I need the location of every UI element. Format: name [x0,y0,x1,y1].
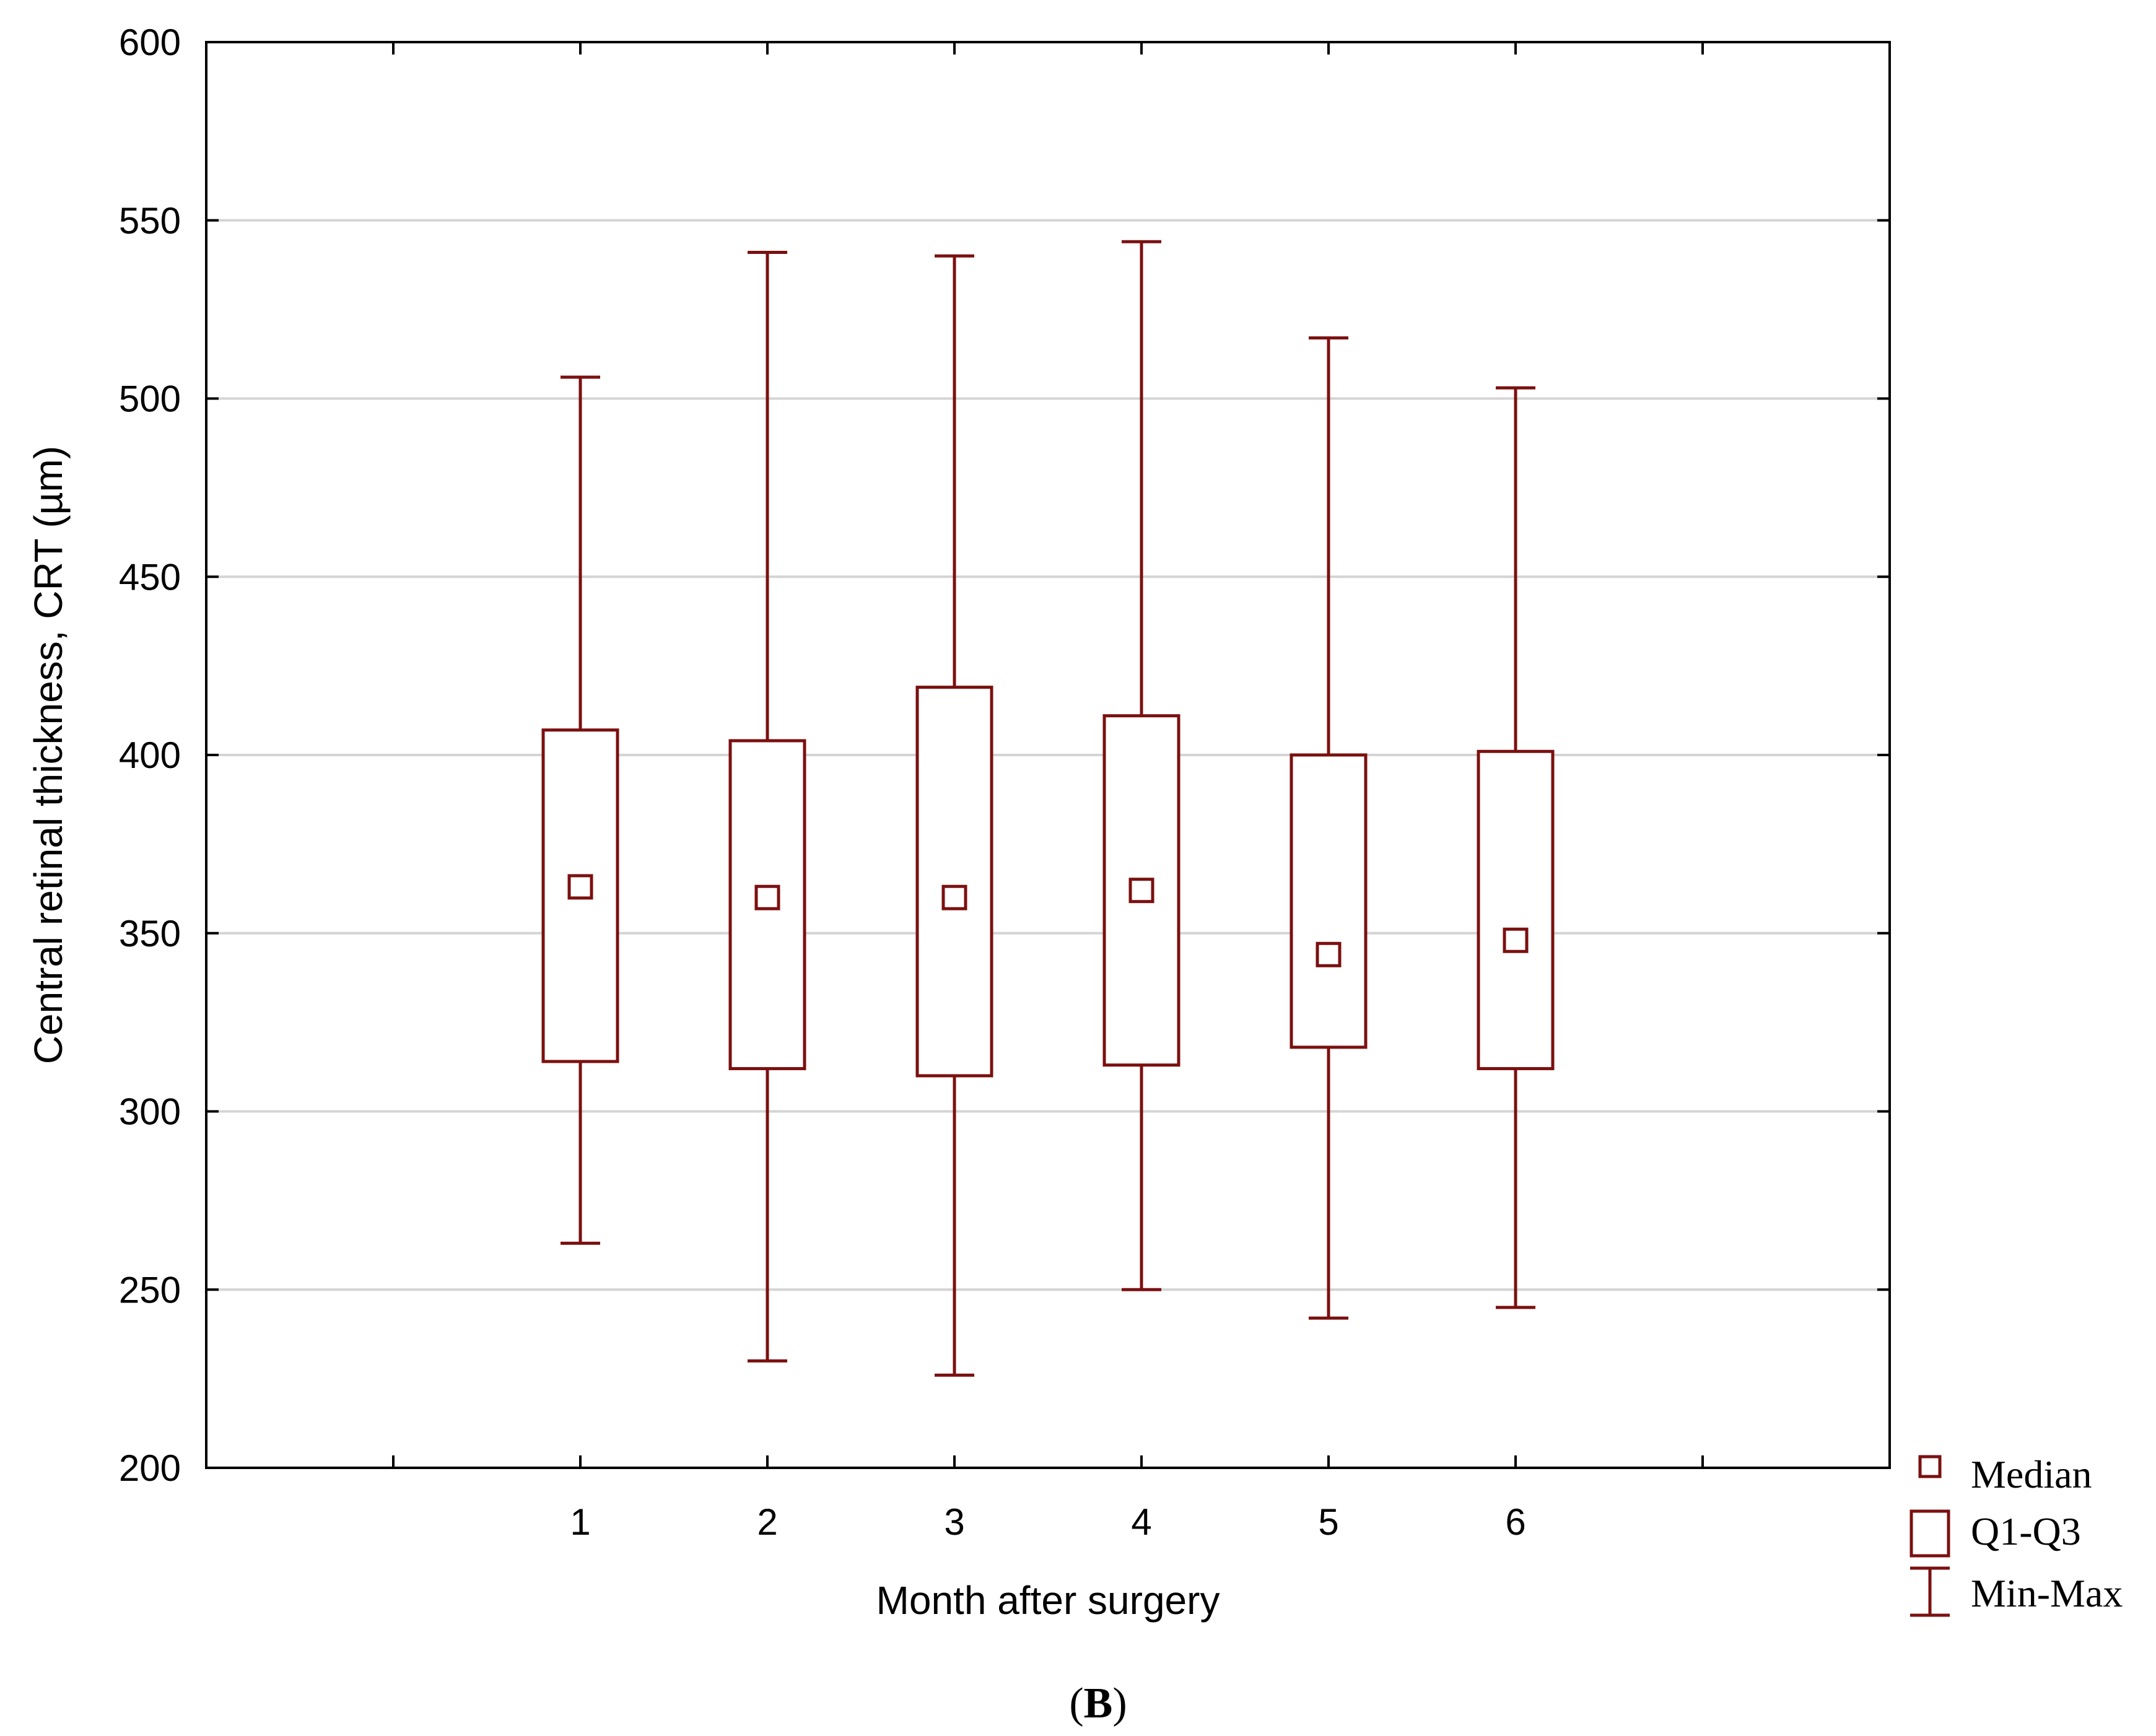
legend-median-symbol [1918,1455,1942,1478]
median-marker [754,884,780,910]
axis-ticks [206,41,1890,1469]
x-tick-label: 6 [1505,1501,1525,1543]
iqr-box [1290,753,1368,1049]
y-tick-label: 450 [119,556,181,598]
box-group [728,251,806,1363]
y-axis-tick-labels: 200 250 300 350 400 450 500 550 600 [119,22,181,1489]
y-tick-label: 550 [119,200,181,242]
y-tick-label: 600 [119,22,181,63]
grid-lines [206,219,1890,1291]
box-series [541,240,1555,1377]
x-tick-label: 5 [1318,1501,1338,1543]
legend: Median Q1-Q3 Min-Max [1909,1452,2123,1617]
legend-box-symbol [1909,1509,1950,1558]
y-tick-label: 350 [119,913,181,954]
median-marker [567,874,593,900]
box-group [1102,240,1181,1291]
median-marker [1128,878,1154,904]
x-tick-label: 3 [944,1501,964,1543]
y-tick-label: 250 [119,1269,181,1311]
y-tick-label: 200 [119,1447,181,1489]
box-group [1477,386,1555,1309]
figure-caption: (B) [1069,1680,1127,1727]
x-tick-label: 2 [757,1501,777,1543]
median-marker [941,884,967,910]
box-group [541,375,619,1245]
x-axis-title: Month after surgery [876,1578,1220,1623]
median-marker [1503,927,1529,953]
legend-median-label: Median [1971,1452,2092,1496]
y-tick-label: 400 [119,735,181,776]
y-tick-label: 500 [119,378,181,420]
box-group [915,254,993,1377]
x-tick-label: 4 [1131,1501,1151,1543]
x-tick-label: 1 [570,1501,590,1543]
y-axis-title: Central retinal thickness, CRT (µm) [26,446,71,1064]
iqr-box [915,686,993,1078]
x-axis-tick-labels: 1 2 3 4 5 6 [570,1501,1525,1543]
y-tick-label: 300 [119,1091,181,1133]
legend-whisker-label: Min-Max [1971,1571,2123,1615]
legend-box-label: Q1-Q3 [1971,1509,2081,1553]
iqr-box [1477,749,1555,1070]
median-marker [1316,941,1342,967]
box-group [1290,336,1368,1320]
